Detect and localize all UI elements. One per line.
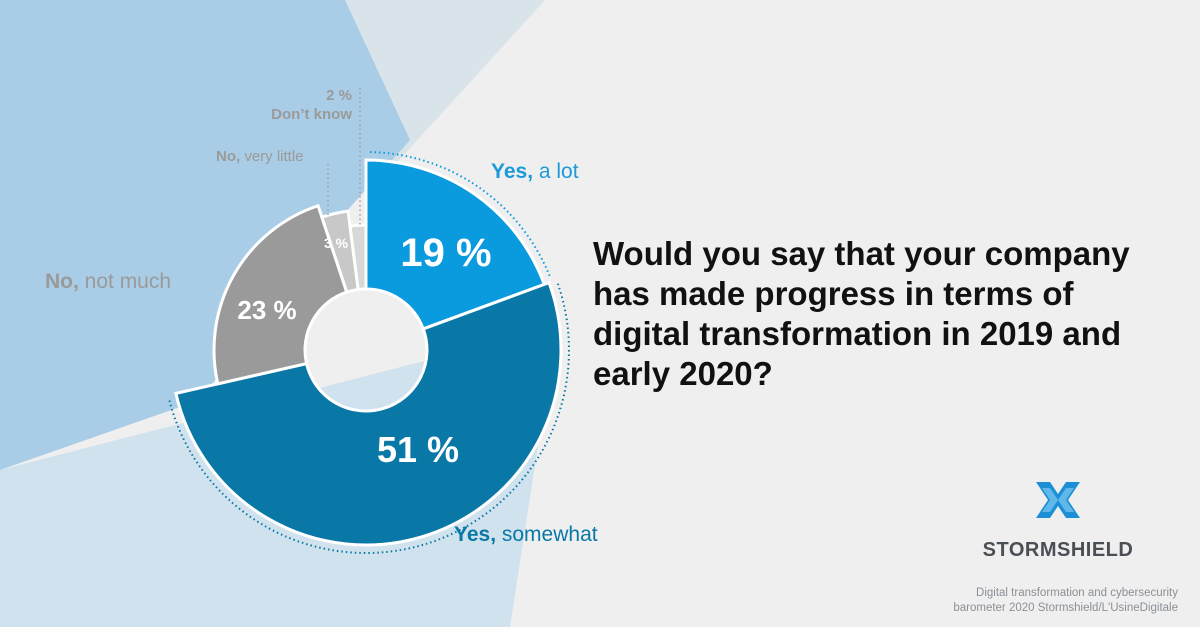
question-heading: Would you say that your company has made… <box>593 235 1130 392</box>
value-label-no-not-much: 23 % <box>237 295 296 325</box>
callout-no-not-much-bold: No, <box>45 270 79 293</box>
slice-value-labels: 19 % 51 % 23 % 3 % <box>237 231 491 470</box>
callout-dont-know-label: Don’t know <box>271 106 352 123</box>
callout-dont-know: 2 % Don’t know <box>244 86 352 124</box>
slice-dont-know <box>348 223 368 292</box>
donut-slices <box>174 158 563 547</box>
value-label-yes-a-lot: 19 % <box>400 231 491 275</box>
callout-yes-somewhat: Yes, somewhat <box>454 523 598 547</box>
callout-no-very-little-bold: No, <box>216 148 241 165</box>
callout-no-very-little-rest: very little <box>240 148 304 165</box>
callout-yes-somewhat-rest: somewhat <box>496 523 598 546</box>
callout-no-not-much: No, not much <box>45 270 171 294</box>
value-label-no-very-little: 3 % <box>324 235 349 251</box>
source-note: Digital transformation and cybersecurity… <box>953 586 1178 616</box>
callout-no-very-little: No, very little <box>216 148 304 165</box>
callout-dont-know-value: 2 % <box>326 87 352 104</box>
callout-yes-a-lot-rest: a lot <box>533 160 579 183</box>
dotted-guide-arcs <box>168 88 570 555</box>
source-line-1: Digital transformation and cybersecurity <box>976 587 1178 599</box>
callout-no-not-much-rest: not much <box>78 270 172 293</box>
guide-arc-yes-somewhat <box>168 283 570 555</box>
stormshield-logo: STORMSHIELD <box>968 478 1148 562</box>
source-line-2: barometer 2020 Stormshield/L'UsineDigita… <box>953 602 1178 614</box>
callout-yes-a-lot-bold: Yes, <box>491 160 534 183</box>
stormshield-wordmark: STORMSHIELD <box>982 539 1134 561</box>
callout-yes-somewhat-bold: Yes, <box>454 523 497 546</box>
slice-yes-somewhat <box>174 280 563 547</box>
background-mid-band <box>0 0 410 470</box>
callout-yes-a-lot: Yes, a lot <box>491 160 579 184</box>
stormshield-mark-icon <box>1036 482 1080 518</box>
slice-no-not-much <box>212 203 349 386</box>
slice-yes-a-lot <box>364 158 547 331</box>
value-label-yes-somewhat: 51 % <box>377 429 459 470</box>
